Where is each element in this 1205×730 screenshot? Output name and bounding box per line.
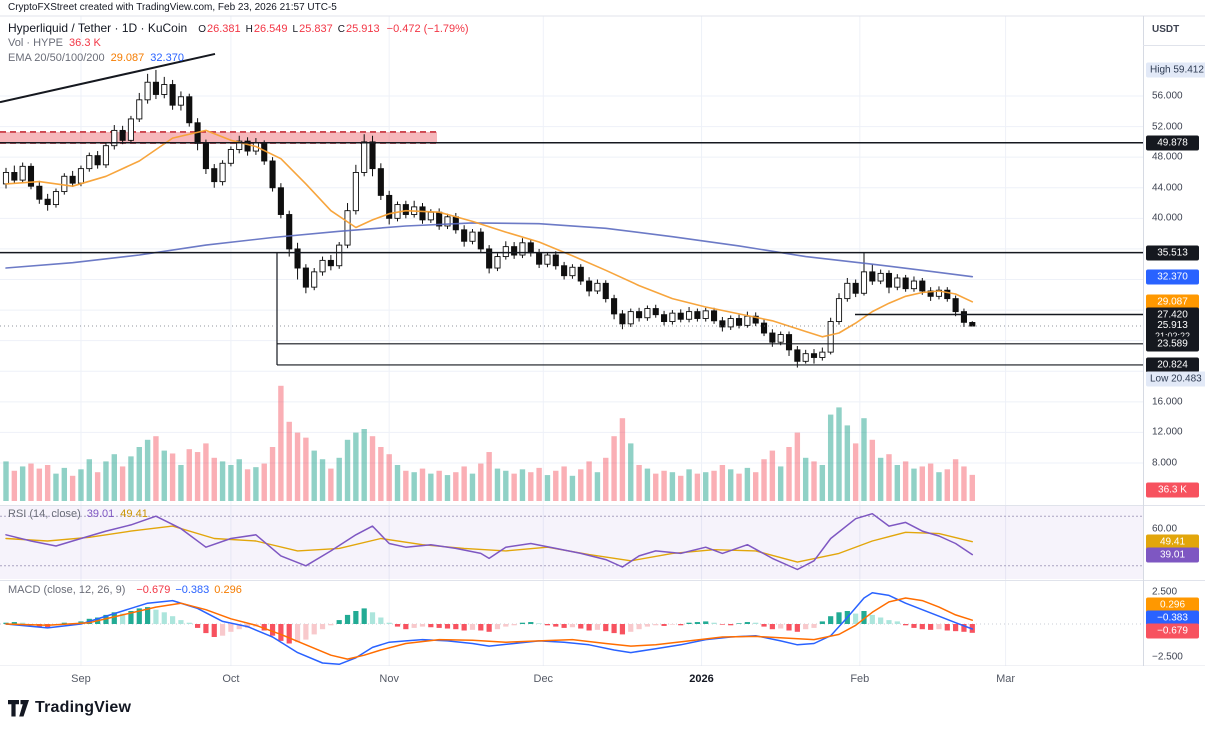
price-axis-label: 20.824: [1146, 357, 1199, 373]
price-axis-label: 29.087: [1146, 294, 1199, 310]
time-axis-label: Sep: [71, 673, 91, 685]
macd-axis-label: −0.383: [1146, 610, 1199, 626]
price-axis-label: Low 20.483: [1146, 371, 1205, 387]
time-axis-label: Oct: [222, 673, 240, 685]
macd-axis-label: −0.679: [1146, 623, 1199, 639]
time-axis[interactable]: Sep Oct Nov Dec 2026 Feb Mar: [0, 666, 1205, 696]
price-axis-label: 16.000: [1152, 396, 1183, 408]
time-axis-label: 2026: [689, 673, 714, 685]
price-axis[interactable]: USDT High 59.412 56.000 52.000 49.878 48.000…: [1143, 16, 1205, 666]
price-axis-label: High 59.412: [1146, 62, 1205, 78]
price-axis-label: 32.370: [1146, 269, 1199, 285]
time-axis-label: Dec: [533, 673, 554, 685]
price-axis-label: 52.000: [1152, 121, 1183, 133]
macd-axis-label: 2.500: [1152, 586, 1178, 597]
price-axis-label: 48.000: [1152, 151, 1183, 163]
tradingview-wordmark: TradingView: [35, 699, 132, 716]
tradingview-footer: TradingView: [8, 699, 131, 717]
price-axis-label: 40.000: [1152, 212, 1183, 224]
price-axis-label: 8.000: [1152, 457, 1178, 469]
price-axis-label: 36.3 K: [1146, 482, 1199, 498]
tradingview-logo-icon: [8, 699, 29, 716]
time-axis-label: Feb: [850, 673, 870, 685]
rsi-axis-label: 39.01: [1146, 547, 1199, 563]
price-axis-label: 56.000: [1152, 90, 1183, 102]
price-axis-label: 35.513: [1146, 245, 1199, 261]
macd-axis-label: −2.500: [1152, 651, 1183, 662]
rsi-axis-label: 49.41: [1146, 534, 1199, 550]
time-axis-label: Mar: [996, 673, 1016, 685]
rsi-axis-label: 60.00: [1152, 523, 1178, 535]
time-axis-label: Nov: [379, 673, 399, 685]
macd-axis-label: 0.296: [1146, 597, 1199, 613]
price-axis-label: 23.589: [1146, 336, 1199, 352]
price-axis-label: 12.000: [1152, 426, 1183, 438]
price-axis-label: 44.000: [1152, 182, 1183, 194]
price-axis-label: 49.878: [1146, 135, 1199, 151]
attribution-bar: CryptoFXStreet created with TradingView.…: [0, 0, 1205, 16]
currency-label: USDT: [1152, 24, 1180, 35]
